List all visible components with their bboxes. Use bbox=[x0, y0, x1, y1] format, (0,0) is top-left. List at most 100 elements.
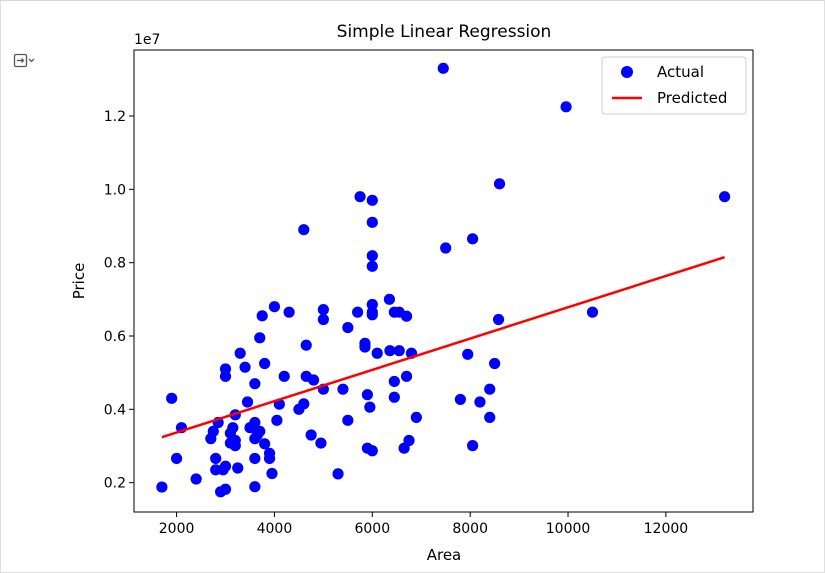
x-tick-label: 2000 bbox=[159, 521, 195, 537]
actual-point bbox=[492, 313, 505, 326]
actual-point bbox=[366, 298, 378, 311]
actual-point bbox=[454, 393, 466, 406]
actual-point bbox=[437, 62, 449, 74]
actual-point bbox=[719, 191, 731, 203]
actual-point bbox=[249, 481, 261, 493]
actual-point bbox=[493, 178, 506, 190]
actual-point bbox=[388, 391, 400, 403]
plot-area bbox=[156, 62, 731, 498]
actual-point bbox=[317, 313, 329, 326]
axes-frame bbox=[133, 49, 754, 513]
actual-point bbox=[467, 440, 479, 452]
actual-point bbox=[227, 422, 239, 434]
axis-ticks: 2000 4000 6000 8000 10000 12000 0.2 0.4 0.6 0.8 1.… bbox=[104, 109, 688, 537]
y-offset-label: 1e7 bbox=[134, 32, 160, 48]
actual-point bbox=[383, 293, 396, 305]
legend-actual-label: Actual bbox=[657, 63, 704, 81]
legend: Actual Predicted bbox=[601, 56, 747, 115]
actual-point bbox=[219, 363, 232, 375]
actual-point bbox=[166, 392, 178, 404]
actual-point bbox=[190, 473, 202, 485]
actual-point bbox=[271, 414, 283, 426]
actual-point bbox=[241, 396, 254, 408]
actual-point bbox=[249, 452, 261, 465]
y-axis-label: Price bbox=[70, 263, 88, 300]
actual-point bbox=[298, 224, 310, 236]
actual-point bbox=[342, 414, 354, 426]
actual-point bbox=[474, 396, 486, 408]
actual-point bbox=[219, 460, 232, 472]
x-axis-label: Area bbox=[427, 546, 462, 564]
actual-point bbox=[259, 357, 271, 370]
actual-point bbox=[361, 389, 374, 401]
x-tick-label: 6000 bbox=[354, 521, 390, 537]
actual-point bbox=[366, 216, 378, 228]
actual-point bbox=[560, 101, 572, 113]
legend-actual-marker bbox=[621, 66, 633, 78]
actual-point bbox=[315, 437, 327, 449]
actual-point bbox=[400, 310, 413, 322]
actual-point bbox=[366, 194, 378, 206]
actual-point bbox=[342, 321, 354, 334]
chart-title: Simple Linear Regression bbox=[337, 22, 552, 42]
output-collapse-icon-glyph bbox=[13, 53, 35, 68]
actual-point bbox=[359, 337, 371, 349]
actual-point bbox=[263, 447, 276, 459]
actual-point bbox=[207, 425, 219, 437]
actual-point bbox=[170, 452, 183, 465]
legend-box bbox=[601, 56, 747, 115]
actual-point bbox=[440, 242, 452, 254]
actual-point bbox=[586, 306, 599, 318]
actual-point bbox=[317, 304, 329, 316]
actual-point bbox=[254, 425, 266, 437]
actual-point bbox=[249, 378, 261, 390]
actual-point bbox=[278, 370, 290, 382]
actual-point bbox=[256, 310, 268, 322]
actual-point bbox=[268, 301, 281, 313]
actual-point bbox=[467, 233, 479, 245]
actual-point bbox=[484, 383, 496, 395]
y-tick-label: 0.2 bbox=[104, 476, 126, 492]
actual-point bbox=[266, 467, 278, 480]
actual-point bbox=[484, 411, 496, 423]
actual-point bbox=[232, 462, 244, 474]
actual-point bbox=[371, 347, 383, 359]
y-tick-label: 0.4 bbox=[104, 402, 126, 418]
actual-point bbox=[298, 398, 310, 410]
actual-point bbox=[384, 345, 396, 357]
legend-predicted-label: Predicted bbox=[657, 89, 727, 107]
x-tick-label: 4000 bbox=[257, 521, 293, 537]
actual-point bbox=[337, 383, 349, 395]
output-collapse-icon[interactable] bbox=[12, 50, 36, 74]
actual-point bbox=[366, 445, 378, 457]
actual-point bbox=[462, 348, 474, 360]
actual-point bbox=[283, 306, 295, 318]
actual-point bbox=[410, 411, 422, 423]
y-tick-label: 1.0 bbox=[104, 182, 126, 198]
y-tick-label: 1.2 bbox=[104, 109, 126, 125]
actual-point bbox=[156, 481, 168, 493]
actual-point bbox=[249, 416, 261, 429]
predicted-line bbox=[161, 255, 725, 439]
actual-point bbox=[388, 375, 400, 388]
actual-point bbox=[354, 191, 366, 203]
actual-point bbox=[305, 429, 317, 441]
actual-point bbox=[393, 345, 405, 357]
actual-point bbox=[489, 357, 501, 370]
actual-point bbox=[364, 401, 376, 413]
actual-point bbox=[352, 306, 364, 318]
actual-point bbox=[219, 483, 232, 495]
actual-point bbox=[254, 332, 266, 344]
x-tick-label: 8000 bbox=[452, 521, 488, 537]
actual-point bbox=[332, 468, 344, 480]
actual-point bbox=[234, 347, 246, 359]
y-tick-label: 0.8 bbox=[104, 256, 126, 272]
actual-point bbox=[366, 250, 378, 262]
actual-point bbox=[239, 361, 251, 373]
actual-point bbox=[403, 434, 415, 447]
actual-point bbox=[229, 440, 241, 452]
actual-point bbox=[210, 452, 222, 465]
actual-point bbox=[307, 374, 320, 386]
y-tick-label: 0.6 bbox=[104, 329, 126, 345]
